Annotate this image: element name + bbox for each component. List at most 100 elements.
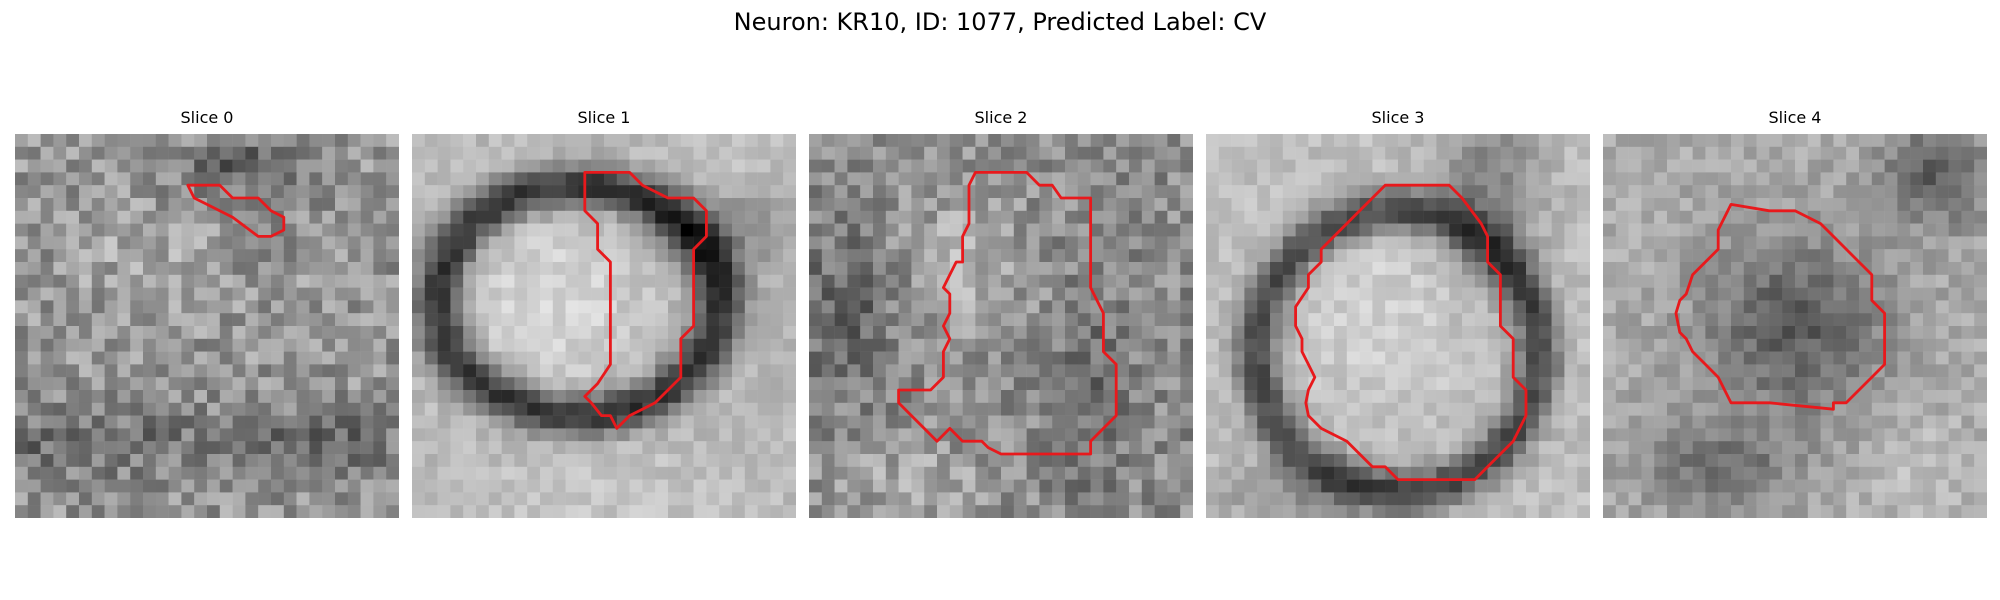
pixel [347, 415, 361, 429]
pixel [91, 134, 105, 148]
pixel [962, 287, 976, 301]
pixel [1935, 415, 1949, 429]
pixel [706, 415, 720, 429]
pixel [668, 172, 682, 186]
pixel [1769, 300, 1783, 314]
pixel [463, 479, 477, 493]
pixel [1218, 505, 1232, 518]
pixel [143, 479, 157, 493]
pixel [194, 134, 208, 148]
pixel [1334, 210, 1348, 224]
pixel [975, 300, 989, 314]
pixel [424, 134, 438, 148]
pixel [1001, 402, 1015, 416]
pixel [207, 479, 221, 493]
pixel [565, 146, 579, 160]
pixel [1884, 351, 1898, 365]
pixel [527, 236, 541, 250]
pixel [744, 454, 758, 468]
pixel [1731, 300, 1745, 314]
pixel [860, 364, 874, 378]
pixel [1065, 185, 1079, 199]
pixel [1718, 159, 1732, 173]
pixel [1334, 262, 1348, 276]
pixel [1551, 402, 1565, 416]
pixel [91, 313, 105, 327]
pixel [79, 454, 93, 468]
pixel [860, 249, 874, 263]
pixel [360, 428, 374, 442]
pixel [1807, 274, 1821, 288]
pixel [476, 249, 490, 263]
pixel [463, 441, 477, 455]
pixel [1103, 377, 1117, 391]
pixel [924, 402, 938, 416]
pixel [1141, 313, 1155, 327]
pixel [1833, 415, 1847, 429]
pixel [949, 479, 963, 493]
pixel [15, 198, 29, 212]
pixel [1231, 262, 1245, 276]
pixel [1859, 402, 1873, 416]
pixel [40, 492, 54, 506]
pixel [258, 134, 272, 148]
pixel [1334, 274, 1348, 288]
pixel [1910, 134, 1924, 148]
pixel [1308, 287, 1322, 301]
pixel [1270, 313, 1284, 327]
pixel [1206, 159, 1220, 173]
pixel [1244, 364, 1258, 378]
pixel [1807, 313, 1821, 327]
pixel [437, 159, 451, 173]
pixel [552, 249, 566, 263]
pixel [514, 466, 528, 480]
pixel [1346, 466, 1360, 480]
pixel [360, 390, 374, 404]
pixel [744, 364, 758, 378]
pixel [1449, 466, 1463, 480]
pixel [565, 492, 579, 506]
pixel [1474, 134, 1488, 148]
pixel [27, 223, 41, 237]
pixel [514, 415, 528, 429]
pixel [27, 492, 41, 506]
pixel [527, 338, 541, 352]
pixel [373, 377, 387, 391]
pixel [1564, 210, 1578, 224]
pixel [1462, 466, 1476, 480]
pixel [1487, 377, 1501, 391]
pixel [1346, 172, 1360, 186]
pixel [924, 172, 938, 186]
pixel [1910, 300, 1924, 314]
pixel [1449, 415, 1463, 429]
pixel [219, 466, 233, 480]
pixel [1423, 441, 1437, 455]
pixel [1846, 262, 1860, 276]
pixel [1628, 492, 1642, 506]
pixel [27, 313, 41, 327]
pixel [847, 428, 861, 442]
pixel [194, 210, 208, 224]
pixel [1615, 300, 1629, 314]
pixel [949, 505, 963, 518]
pixel [1577, 415, 1590, 429]
pixel [1705, 210, 1719, 224]
pixel [1935, 262, 1949, 276]
pixel [155, 146, 169, 160]
pixel [1910, 146, 1924, 160]
pixel [629, 274, 643, 288]
pixel [373, 146, 387, 160]
pixel [66, 338, 80, 352]
pixel [1615, 454, 1629, 468]
pixel [834, 313, 848, 327]
pixel [1013, 146, 1027, 160]
pixel [1257, 441, 1271, 455]
pixel [1897, 146, 1911, 160]
pixel [207, 262, 221, 276]
pixel [732, 198, 746, 212]
pixel [783, 274, 796, 288]
pixel [1807, 159, 1821, 173]
pixel [79, 236, 93, 250]
pixel [1154, 441, 1168, 455]
pixel [706, 287, 720, 301]
